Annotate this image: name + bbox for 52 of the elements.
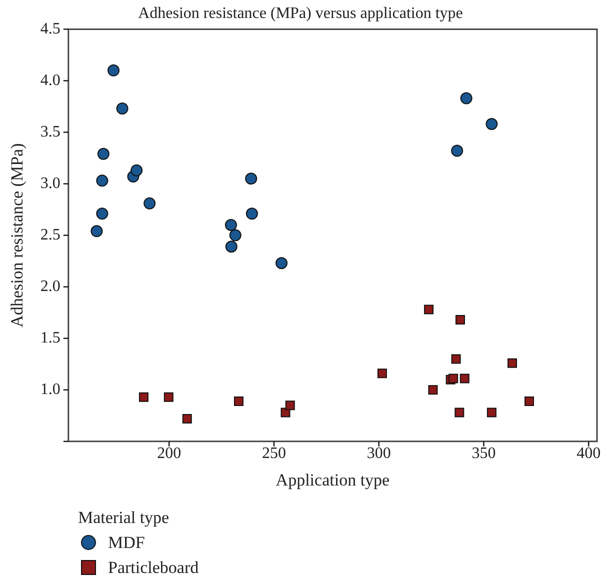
x-tick-label: 200: [157, 445, 182, 462]
y-axis-title: Adhesion resistance (MPa): [8, 143, 27, 328]
x-tick-label: 250: [262, 445, 286, 462]
point: [377, 368, 387, 378]
y-tick-label: 3.0: [40, 174, 60, 192]
y-tick-label: 1.5: [40, 330, 60, 347]
point: [448, 374, 458, 384]
point: [276, 257, 288, 270]
point: [182, 414, 192, 424]
point: [245, 172, 258, 185]
point: [486, 408, 496, 418]
point: [455, 315, 465, 325]
x-axis-title: Application type: [276, 470, 390, 490]
point: [451, 354, 461, 364]
x-tick-label: 400: [576, 445, 601, 462]
y-tick-label: 1.0: [40, 381, 60, 398]
point: [225, 240, 238, 253]
legend-label: Particleboard: [108, 557, 199, 579]
point: [138, 392, 148, 402]
chart-title: Adhesion resistance (MPa) versus application type: [138, 4, 463, 22]
point: [486, 118, 498, 130]
point: [460, 92, 472, 104]
point: [454, 408, 464, 418]
legend-label: MDF: [108, 532, 145, 554]
point: [508, 358, 517, 368]
point: [424, 304, 434, 314]
y-tick-label: 4.0: [40, 72, 60, 89]
y-tick-label: 3.5: [40, 123, 60, 140]
y-tick-label: 4.5: [40, 20, 60, 38]
point: [460, 374, 470, 384]
x-tick-label: 350: [472, 445, 496, 462]
y-tick-label: 2.0: [40, 278, 60, 296]
point: [97, 148, 110, 160]
point: [130, 164, 143, 176]
point: [234, 396, 244, 406]
point: [108, 64, 120, 76]
point: [224, 218, 237, 231]
point: [96, 174, 108, 187]
point: [285, 400, 295, 410]
point: [116, 102, 128, 115]
point: [96, 208, 108, 220]
point: [246, 208, 258, 220]
point: [144, 197, 156, 210]
point: [229, 229, 242, 242]
legend-title: Material type: [78, 507, 170, 529]
point: [164, 392, 174, 402]
x-tick-label: 300: [366, 445, 391, 462]
point: [90, 225, 103, 238]
y-tick-label: 2.5: [40, 226, 60, 244]
point: [428, 385, 438, 395]
point: [451, 144, 464, 157]
point: [524, 396, 534, 406]
